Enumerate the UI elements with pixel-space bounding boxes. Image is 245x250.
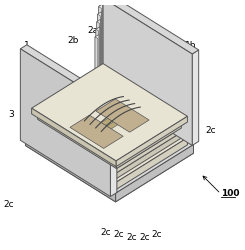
Polygon shape [116, 144, 194, 202]
Polygon shape [96, 99, 149, 132]
Polygon shape [107, 122, 118, 129]
Polygon shape [116, 138, 187, 190]
Polygon shape [98, 6, 101, 100]
Text: 2c: 2c [126, 233, 137, 242]
Polygon shape [125, 49, 190, 89]
Polygon shape [102, 0, 199, 54]
Text: 2a: 2a [34, 72, 45, 81]
Polygon shape [99, 0, 103, 90]
Polygon shape [32, 130, 116, 190]
Polygon shape [32, 64, 187, 161]
Polygon shape [70, 115, 123, 148]
Polygon shape [110, 101, 117, 196]
Text: 1: 1 [24, 42, 30, 50]
Polygon shape [133, 49, 190, 97]
Polygon shape [25, 88, 194, 193]
Polygon shape [20, 45, 117, 105]
Polygon shape [97, 22, 99, 115]
Polygon shape [38, 83, 181, 173]
Text: 5: 5 [106, 159, 111, 168]
Polygon shape [25, 88, 194, 193]
Text: 5a: 5a [88, 146, 99, 155]
Text: 2c: 2c [152, 230, 162, 239]
Text: 2c: 2c [113, 230, 124, 239]
Polygon shape [116, 144, 194, 202]
Polygon shape [98, 14, 100, 107]
Text: 1: 1 [113, 16, 119, 25]
Polygon shape [20, 49, 110, 196]
Polygon shape [95, 37, 98, 130]
Polygon shape [192, 50, 199, 146]
Text: 2a: 2a [88, 26, 99, 35]
Polygon shape [98, 12, 101, 106]
Polygon shape [25, 137, 116, 202]
Polygon shape [32, 85, 187, 182]
Text: 2b: 2b [47, 62, 58, 71]
Text: 2c: 2c [4, 200, 14, 208]
Polygon shape [96, 29, 99, 122]
Text: 3: 3 [9, 110, 14, 119]
Text: 1a: 1a [103, 36, 114, 45]
Text: 1b: 1b [57, 144, 68, 152]
Polygon shape [102, 0, 192, 146]
Polygon shape [97, 19, 101, 113]
Polygon shape [95, 34, 99, 128]
Polygon shape [101, 118, 112, 125]
Text: 100: 100 [221, 190, 239, 198]
Polygon shape [38, 114, 116, 168]
Text: 2c: 2c [101, 228, 111, 237]
Polygon shape [98, 4, 102, 98]
Text: 1b: 1b [184, 42, 196, 50]
Polygon shape [116, 122, 181, 168]
Polygon shape [182, 84, 190, 102]
Text: 2b: 2b [67, 36, 79, 45]
Text: 2c: 2c [139, 233, 150, 242]
Text: 2c: 2c [205, 126, 216, 134]
Polygon shape [38, 73, 181, 163]
Polygon shape [116, 128, 181, 173]
Polygon shape [38, 124, 116, 178]
Polygon shape [125, 54, 182, 102]
Polygon shape [96, 27, 100, 121]
Text: 5b: 5b [103, 144, 114, 152]
Polygon shape [38, 79, 181, 168]
Polygon shape [99, 0, 102, 92]
Polygon shape [25, 137, 116, 202]
Polygon shape [38, 119, 116, 173]
Text: 1a: 1a [24, 82, 35, 91]
Polygon shape [116, 116, 187, 167]
Polygon shape [116, 132, 181, 178]
Polygon shape [32, 108, 116, 167]
